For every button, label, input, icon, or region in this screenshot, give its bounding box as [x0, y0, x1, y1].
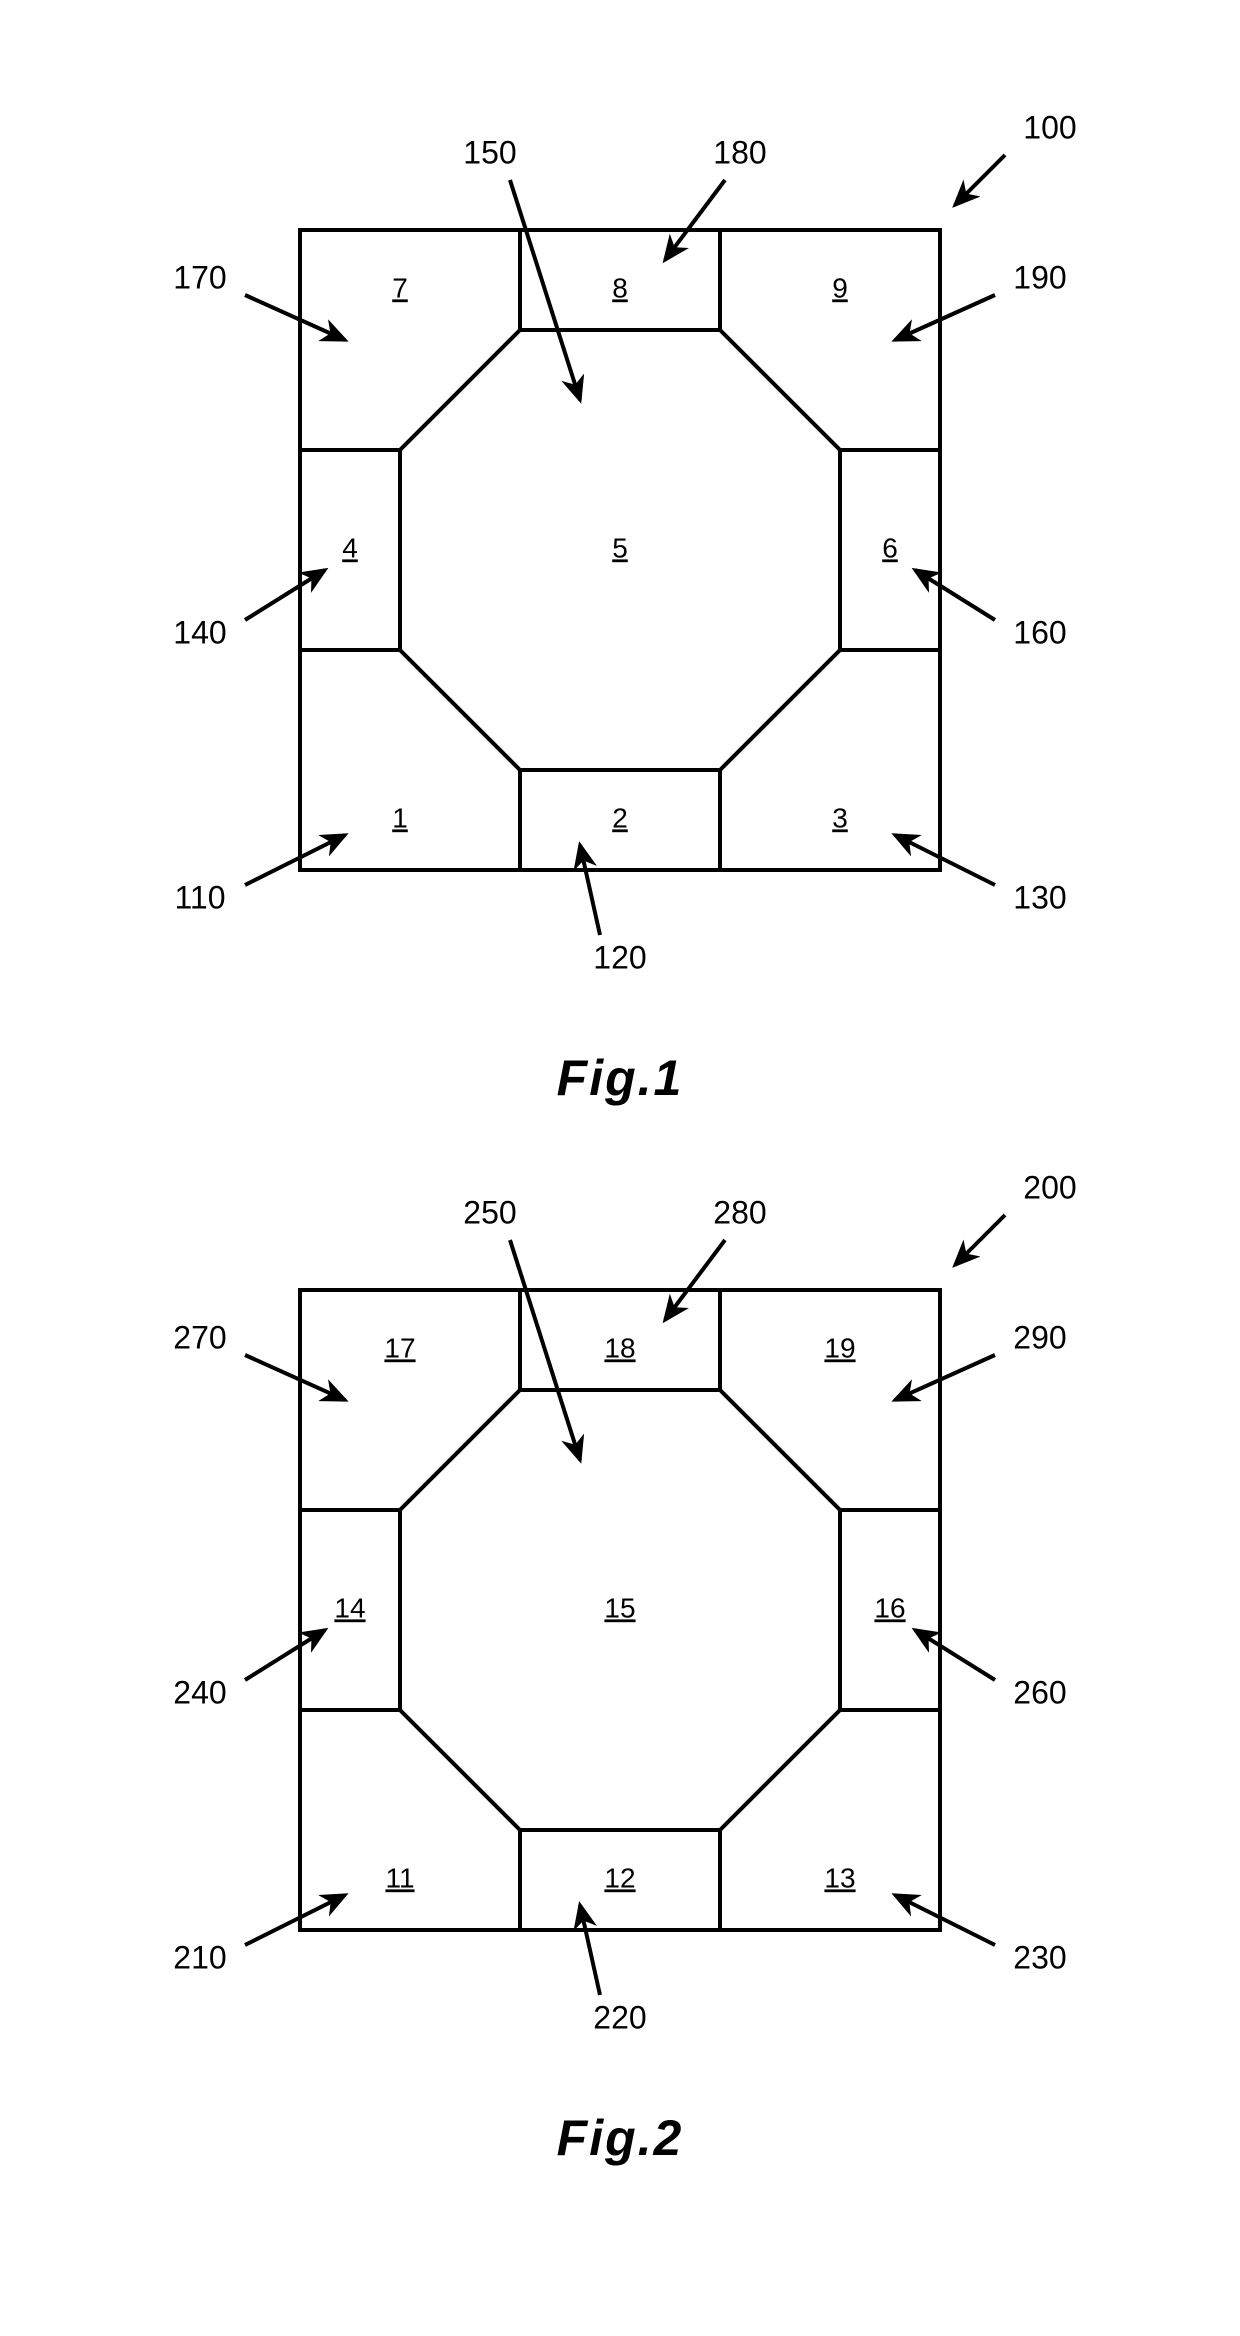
leader-arrow — [245, 1630, 325, 1680]
leader-arrow — [895, 835, 995, 885]
region-label: 5 — [612, 532, 628, 563]
reference-number: 110 — [174, 879, 225, 915]
patent-figure-canvas: 123456789100110120130140150160170180190F… — [0, 0, 1240, 2336]
region-label: 6 — [882, 532, 898, 563]
region-label: 15 — [604, 1592, 635, 1623]
region-label: 19 — [824, 1332, 855, 1363]
leader-arrow — [895, 295, 995, 340]
reference-number: 220 — [593, 1999, 646, 2035]
reference-number: 200 — [1023, 1169, 1076, 1205]
leader-arrow — [580, 845, 600, 935]
reference-number: 280 — [713, 1194, 766, 1230]
region-label: 13 — [824, 1862, 855, 1893]
reference-number: 180 — [713, 134, 766, 170]
leader-arrow — [915, 1630, 995, 1680]
reference-number: 140 — [173, 614, 226, 650]
fig1: 1 2 3 4 5 6 7 8 9 100 110 120 130 140 150 160 170 180 190 F… — [173, 109, 1076, 1106]
leader-arrow — [665, 1240, 725, 1320]
figure-caption: Fig.1 — [557, 1050, 684, 1106]
reference-number: 290 — [1013, 1319, 1066, 1355]
region-label: 3 — [832, 802, 848, 833]
leader-arrow — [245, 1895, 345, 1945]
leader-arrow — [665, 180, 725, 260]
region-label: 2 — [612, 802, 628, 833]
leader-arrow — [955, 1215, 1005, 1265]
leader-arrow — [895, 1355, 995, 1400]
reference-number: 230 — [1013, 1939, 1066, 1975]
region-label: 12 — [604, 1862, 635, 1893]
leader-arrow — [895, 1895, 995, 1945]
region-label: 1 — [392, 802, 408, 833]
region-label: 17 — [384, 1332, 415, 1363]
reference-number: 250 — [463, 1194, 516, 1230]
reference-number: 260 — [1013, 1674, 1066, 1710]
region-label: 18 — [604, 1332, 635, 1363]
region-label: 16 — [874, 1592, 905, 1623]
region-label: 8 — [612, 272, 628, 303]
leader-arrow — [245, 1355, 345, 1400]
leader-arrow — [245, 835, 345, 885]
region-label: 11 — [385, 1862, 414, 1893]
reference-number: 240 — [173, 1674, 226, 1710]
region-label: 14 — [334, 1592, 365, 1623]
figure-caption: Fig.2 — [557, 2110, 684, 2166]
reference-number: 120 — [593, 939, 646, 975]
reference-number: 190 — [1013, 259, 1066, 295]
leader-arrow — [580, 1905, 600, 1995]
leader-arrow — [955, 155, 1005, 205]
reference-number: 150 — [463, 134, 516, 170]
reference-number: 170 — [173, 259, 226, 295]
reference-number: 130 — [1013, 879, 1066, 915]
leader-arrow — [915, 570, 995, 620]
region-label: 9 — [832, 272, 848, 303]
reference-number: 210 — [173, 1939, 226, 1975]
leader-arrow — [245, 570, 325, 620]
region-label: 4 — [342, 532, 358, 563]
leader-arrow — [245, 295, 345, 340]
reference-number: 100 — [1023, 109, 1076, 145]
fig2: 11 12 13 14 15 16 17 18 19 200 210 220 230 240 250 260 2… — [173, 1169, 1076, 2166]
region-label: 7 — [392, 272, 408, 303]
reference-number: 160 — [1013, 614, 1066, 650]
reference-number: 270 — [173, 1319, 226, 1355]
